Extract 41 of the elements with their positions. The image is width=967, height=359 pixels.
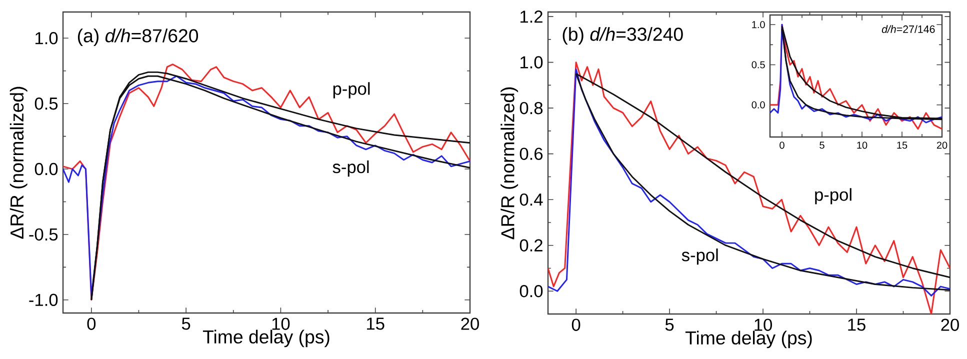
x-tick-label: 5 xyxy=(665,318,674,331)
y-tick-label: 1.0 xyxy=(36,32,58,44)
y-tick-label: -0.5 xyxy=(29,228,58,241)
x-tick-label: 20 xyxy=(936,142,948,149)
y-tick-label: 0.0 xyxy=(752,101,765,108)
y-tick-label: 1.2 xyxy=(520,10,542,23)
y-tick-label: 0.4 xyxy=(520,193,543,206)
x-tick-label: 15 xyxy=(897,142,908,149)
y-tick-label: 0.2 xyxy=(520,239,542,252)
x-tick-label: 0 xyxy=(780,142,784,149)
series-label: p-pol xyxy=(815,188,852,204)
y-axis-title: ΔR/R (normalized) xyxy=(500,87,518,240)
x-tick-label: 10 xyxy=(857,142,868,149)
x-tick-label: 20 xyxy=(941,318,959,331)
x-axis-title: Time delay (ps) xyxy=(202,330,330,348)
text: d/h=27/146 xyxy=(882,25,935,33)
y-tick-label: 0.0 xyxy=(34,162,58,176)
y-tick-label: 0.6 xyxy=(520,148,543,160)
x-tick-label: 10 xyxy=(754,318,772,331)
y-tick-label: 0.5 xyxy=(34,97,58,110)
y-tick-label: 1.0 xyxy=(520,56,543,68)
series-label: s-pol xyxy=(682,248,718,265)
series-label: s-pol xyxy=(332,160,369,177)
x-axis-title: Time delay (ps) xyxy=(685,330,812,348)
x-tick-label: 20 xyxy=(461,318,479,330)
x-tick-label: 5 xyxy=(820,142,824,149)
x-tick-label: 10 xyxy=(272,318,290,330)
y-axis-title: ΔR/R (normalized) xyxy=(10,86,28,239)
x-tick-label: 0 xyxy=(87,318,96,330)
text: (b) d/h=33/240 xyxy=(562,27,683,45)
text: (a) d/h=87/620 xyxy=(78,28,198,46)
x-tick-label: 0 xyxy=(572,318,580,331)
y-tick-label: 1.0 xyxy=(752,21,765,28)
y-tick-label: -1.0 xyxy=(29,294,58,306)
y-tick-label: 0.8 xyxy=(520,102,543,114)
series-label: p-pol xyxy=(333,82,370,98)
y-tick-label: 0.5 xyxy=(752,61,765,68)
y-tick-label: 0.0 xyxy=(520,284,543,298)
x-tick-label: 15 xyxy=(848,318,866,331)
x-tick-label: 15 xyxy=(367,318,384,330)
x-tick-label: 5 xyxy=(182,318,190,330)
